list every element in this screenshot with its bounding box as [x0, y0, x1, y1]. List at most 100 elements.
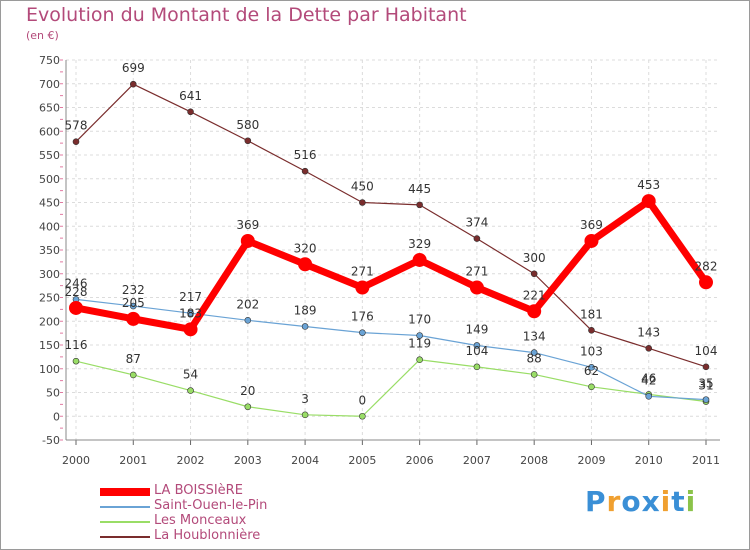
- logo-letter: i: [660, 485, 672, 518]
- data-label: 450: [351, 180, 374, 194]
- y-tick-label: 350: [39, 244, 60, 257]
- legend-label: Les Monceaux: [154, 513, 247, 528]
- data-label: 31: [698, 379, 713, 393]
- data-point: [641, 194, 656, 209]
- data-point: [473, 342, 481, 349]
- data-label: 183: [179, 306, 202, 320]
- data-label: 189: [294, 303, 317, 317]
- y-tick-label: -50: [42, 434, 60, 447]
- data-label: 20: [240, 384, 255, 398]
- data-label: 181: [580, 307, 603, 321]
- x-tick-label: 2003: [234, 454, 262, 467]
- data-label: 282: [695, 259, 718, 273]
- y-tick-label: 650: [39, 102, 60, 115]
- data-label: 329: [408, 237, 431, 251]
- legend-swatch: [100, 506, 150, 508]
- data-point: [530, 270, 538, 278]
- series-line-1: [75, 298, 707, 401]
- y-tick-label: 100: [39, 363, 60, 376]
- data-label: 149: [465, 322, 488, 336]
- data-point: [301, 323, 309, 330]
- y-tick-label: 250: [39, 292, 60, 305]
- logo-letter: i: [685, 485, 697, 518]
- data-label: 369: [580, 218, 603, 232]
- x-tick-label: 2009: [577, 454, 605, 467]
- data-point: [298, 257, 313, 272]
- x-tick-label: 2005: [348, 454, 376, 467]
- data-label: 516: [294, 148, 317, 162]
- data-point: [416, 356, 423, 364]
- data-label: 246: [65, 276, 88, 290]
- series-line-0: [75, 197, 709, 333]
- data-label: 271: [465, 265, 488, 279]
- data-point: [469, 280, 484, 295]
- data-label: 217: [179, 290, 202, 304]
- data-point: [69, 300, 83, 315]
- data-point: [527, 304, 542, 319]
- data-label: 134: [523, 330, 546, 344]
- data-label: 580: [236, 118, 259, 132]
- data-label: 221: [523, 288, 546, 302]
- data-label: 62: [584, 364, 599, 378]
- data-point: [416, 332, 423, 339]
- data-point: [530, 349, 538, 356]
- chart-subtitle: (en €): [26, 29, 59, 42]
- series-line-2: [75, 359, 707, 417]
- y-tick-label: 500: [39, 173, 60, 186]
- y-tick-label: 450: [39, 197, 60, 210]
- data-point: [244, 316, 252, 324]
- data-point: [129, 371, 137, 379]
- data-point: [473, 235, 481, 242]
- x-tick-label: 2007: [463, 454, 491, 467]
- proxiti-logo: Proxiti: [585, 485, 696, 518]
- data-point: [301, 411, 309, 419]
- data-point: [187, 108, 194, 116]
- data-label: 699: [122, 61, 145, 75]
- logo-letter: t: [671, 485, 686, 518]
- data-label: 232: [122, 283, 145, 297]
- data-label: 104: [465, 344, 488, 358]
- data-label: 116: [65, 338, 88, 352]
- data-label: 35: [698, 377, 713, 391]
- data-label: 143: [637, 325, 660, 339]
- data-point: [359, 199, 366, 206]
- data-label: 205: [122, 296, 145, 310]
- data-point: [584, 233, 599, 248]
- x-tick-label: 2000: [62, 454, 90, 467]
- legend-label: La Houblonnière: [154, 528, 261, 543]
- logo-letter: P: [585, 485, 607, 518]
- data-label: 641: [179, 89, 202, 103]
- logo-letter: o: [621, 485, 642, 518]
- data-point: [187, 309, 194, 317]
- data-point: [244, 137, 252, 145]
- data-label: 320: [294, 241, 317, 255]
- legend-swatch: [100, 521, 150, 523]
- data-label: 0: [359, 393, 367, 407]
- data-point: [473, 363, 481, 371]
- data-point: [588, 326, 595, 334]
- legend-swatch: [100, 536, 150, 538]
- data-label: 42: [641, 373, 656, 387]
- data-point: [72, 357, 80, 365]
- data-point: [244, 403, 252, 411]
- data-point: [301, 167, 309, 175]
- legend-label: LA BOISSIèRE: [154, 483, 243, 498]
- y-tick-label: 400: [39, 220, 60, 233]
- data-label: 228: [65, 285, 88, 299]
- data-point: [187, 387, 194, 394]
- data-point: [702, 396, 710, 403]
- y-tick-label: 50: [46, 387, 60, 400]
- data-point: [588, 364, 595, 371]
- data-label: 369: [236, 218, 259, 232]
- data-label: 176: [351, 310, 374, 324]
- data-point: [240, 233, 255, 248]
- data-point: [129, 302, 137, 310]
- x-tick-label: 2006: [406, 454, 434, 467]
- data-label: 170: [408, 313, 431, 327]
- data-point: [359, 412, 366, 420]
- data-label: 271: [351, 265, 374, 279]
- logo-letter: x: [641, 485, 661, 518]
- y-tick-label: 0: [53, 410, 60, 423]
- data-point: [588, 383, 595, 391]
- data-label: 578: [65, 119, 88, 133]
